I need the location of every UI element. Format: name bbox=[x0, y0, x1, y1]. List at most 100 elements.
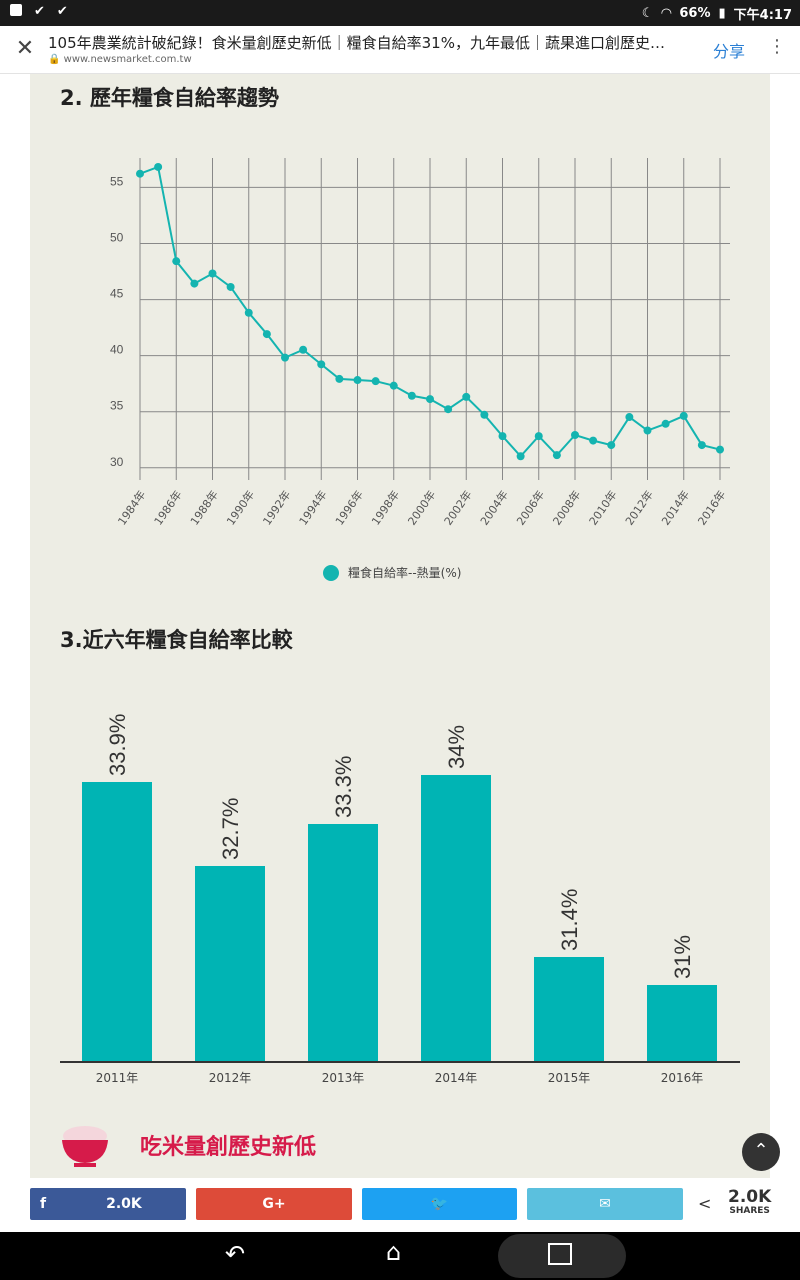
browser-toolbar: ✕ 105年農業統計破紀錄！食米量創歷史新低｜糧食自給率31%，九年最低｜蔬果進… bbox=[0, 26, 800, 74]
x-tick-label: 2008年 bbox=[550, 488, 584, 528]
data-point bbox=[208, 269, 217, 278]
x-tick-label: 2002年 bbox=[441, 488, 475, 528]
facebook-icon: f bbox=[40, 1196, 47, 1212]
legend-label: 糧食自給率--熱量(%) bbox=[348, 565, 461, 580]
article-content: 2. 歷年糧食自給率趨勢 30 35 40 45 50 55 1984年 1986年 1988年… bbox=[30, 74, 770, 1178]
x-category-label: 2012年 bbox=[209, 1071, 252, 1085]
x-tick-label: 1988年 bbox=[187, 488, 221, 528]
back-icon[interactable]: ↶ bbox=[225, 1240, 246, 1268]
x-category-label: 2015年 bbox=[548, 1071, 591, 1085]
data-point bbox=[444, 405, 453, 414]
bar bbox=[534, 957, 604, 1062]
data-point bbox=[462, 392, 471, 401]
y-tick-label: 35 bbox=[110, 399, 124, 413]
data-point bbox=[262, 330, 271, 339]
data-point bbox=[480, 410, 489, 419]
x-category-label: 2013年 bbox=[322, 1071, 365, 1085]
bar bbox=[421, 775, 491, 1062]
bar bbox=[195, 866, 265, 1062]
x-tick-label: 2014年 bbox=[658, 488, 692, 528]
data-point bbox=[172, 257, 181, 266]
share-icon[interactable]: < bbox=[698, 1194, 712, 1213]
email-icon: ✉ bbox=[599, 1196, 611, 1212]
data-point bbox=[136, 169, 144, 178]
y-tick-label: 30 bbox=[110, 455, 124, 469]
x-tick-label: 1998年 bbox=[368, 488, 402, 528]
twitter-icon: 🐦 bbox=[430, 1196, 449, 1212]
y-tick-label: 45 bbox=[110, 287, 124, 301]
total-share-label: SHARES bbox=[729, 1206, 770, 1216]
lock-icon: 🔒 bbox=[48, 54, 61, 65]
data-point bbox=[498, 432, 507, 441]
facebook-share-button[interactable]: f 2.0K bbox=[30, 1188, 186, 1220]
data-point bbox=[190, 279, 199, 288]
legend-marker bbox=[323, 565, 339, 581]
x-tick-label: 2006年 bbox=[513, 488, 547, 528]
total-share-count: 2.0K bbox=[728, 1187, 772, 1207]
bar-chart: 33.9% 2011年 32.7% 2012年 33.3% 2013年 34% 2014年 31… bbox=[60, 714, 740, 1085]
data-point bbox=[516, 452, 525, 461]
data-point bbox=[353, 376, 362, 385]
page-title: 105年農業統計破紀錄！食米量創歷史新低｜糧食自給率31%，九年最低｜蔬果進口創… bbox=[48, 34, 665, 52]
bar-data-label: 33.9% bbox=[105, 714, 130, 776]
bar bbox=[647, 985, 717, 1062]
data-point bbox=[607, 441, 616, 450]
bar-data-label: 33.3% bbox=[331, 756, 356, 818]
home-icon[interactable]: ⌂ bbox=[386, 1238, 402, 1266]
x-tick-label: 1984年 bbox=[115, 488, 149, 528]
url-text: www.newsmarket.com.tw bbox=[63, 54, 192, 65]
page-url: 🔒 www.newsmarket.com.tw bbox=[48, 54, 192, 65]
bar bbox=[82, 782, 152, 1062]
data-point bbox=[317, 360, 326, 369]
bar bbox=[308, 824, 378, 1062]
data-point bbox=[552, 451, 561, 460]
data-point bbox=[299, 345, 308, 354]
data-point bbox=[589, 436, 598, 445]
x-tick-label: 2010年 bbox=[586, 488, 620, 528]
data-point bbox=[534, 432, 543, 441]
facebook-count: 2.0K bbox=[106, 1196, 142, 1212]
android-nav-bar: ↶ ⌂ bbox=[0, 1232, 800, 1280]
bar-data-label: 31% bbox=[670, 935, 695, 979]
status-bar: ✔ ✔ ☾ ◠ 66% ▮ 下午4:17 bbox=[0, 0, 800, 26]
bar-data-label: 31.4% bbox=[557, 889, 582, 951]
bar-data-label: 34% bbox=[444, 725, 469, 769]
data-point bbox=[281, 353, 289, 362]
wifi-icon: ◠ bbox=[661, 6, 672, 21]
email-share-button[interactable]: ✉ bbox=[527, 1188, 683, 1220]
x-category-label: 2014年 bbox=[435, 1071, 478, 1085]
data-point bbox=[643, 426, 652, 435]
battery-level: 66% bbox=[679, 6, 711, 21]
check-icon: ✔ bbox=[34, 4, 45, 19]
x-tick-label: 1996年 bbox=[332, 488, 366, 528]
data-point bbox=[697, 441, 706, 450]
bar-data-label: 32.7% bbox=[218, 798, 243, 860]
twitter-share-button[interactable]: 🐦 bbox=[362, 1188, 517, 1220]
more-icon[interactable]: ⋮ bbox=[768, 36, 786, 57]
close-icon[interactable]: ✕ bbox=[15, 36, 35, 61]
y-tick-label: 40 bbox=[110, 343, 124, 357]
data-point bbox=[389, 381, 398, 390]
x-category-label: 2011年 bbox=[96, 1071, 139, 1085]
share-button[interactable]: 分享 bbox=[713, 42, 746, 61]
recents-icon bbox=[548, 1243, 572, 1265]
clock: 下午4:17 bbox=[733, 8, 792, 23]
x-tick-label: 1994年 bbox=[296, 488, 330, 528]
data-point bbox=[154, 162, 163, 171]
x-tick-label: 1992年 bbox=[260, 488, 294, 528]
rice-bowl-icon bbox=[60, 1120, 110, 1168]
moon-icon: ☾ bbox=[641, 6, 654, 21]
facebook-notification-icon bbox=[10, 4, 22, 16]
x-tick-label: 1986年 bbox=[151, 488, 185, 528]
x-tick-label: 2000年 bbox=[405, 488, 439, 528]
check-icon: ✔ bbox=[56, 4, 68, 19]
googleplus-share-button[interactable]: G+ bbox=[196, 1188, 352, 1220]
data-point bbox=[716, 445, 724, 454]
data-point bbox=[407, 391, 416, 400]
googleplus-icon: G+ bbox=[262, 1196, 286, 1212]
recents-button[interactable] bbox=[498, 1234, 626, 1278]
data-point bbox=[679, 411, 688, 420]
chevron-up-icon[interactable]: ⌃ bbox=[742, 1133, 780, 1171]
x-tick-label: 2016年 bbox=[695, 488, 729, 528]
